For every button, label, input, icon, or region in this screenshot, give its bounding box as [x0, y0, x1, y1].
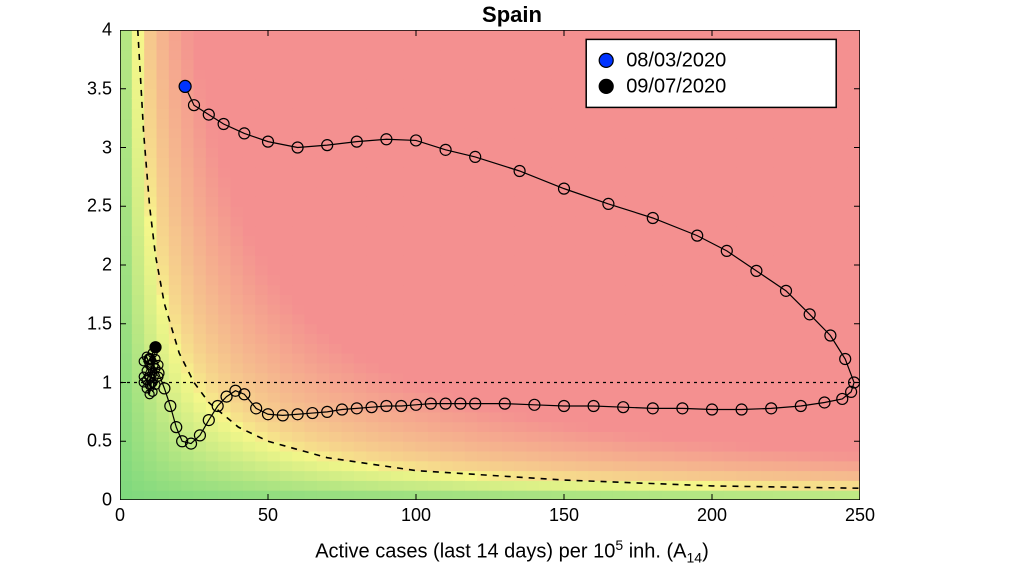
- x-axis-label: Active cases (last 14 days) per 105 inh.…: [0, 537, 1024, 566]
- chart-container: Spain Mean empiric growth rate last 7 da…: [0, 0, 1024, 576]
- y-tick-label: 0.5: [62, 431, 112, 452]
- y-tick-label: 4: [62, 20, 112, 41]
- x-tick-label: 150: [549, 505, 579, 526]
- chart-title: Spain: [0, 2, 1024, 28]
- plot-area: 08/03/2020 09/07/2020: [120, 30, 860, 500]
- end-point: [151, 342, 161, 352]
- y-tick-label: 3.5: [62, 78, 112, 99]
- x-tick-label: 50: [258, 505, 278, 526]
- x-tick-label: 100: [401, 505, 431, 526]
- svg-text:08/03/2020: 08/03/2020: [626, 49, 726, 71]
- y-tick-label: 1.5: [62, 313, 112, 334]
- x-tick-label: 200: [697, 505, 727, 526]
- y-tick-label: 3: [62, 137, 112, 158]
- start-point: [179, 80, 191, 92]
- y-tick-label: 2: [62, 255, 112, 276]
- x-tick-label: 250: [845, 505, 875, 526]
- y-tick-label: 2.5: [62, 196, 112, 217]
- y-tick-label: 0: [62, 490, 112, 511]
- svg-text:09/07/2020: 09/07/2020: [626, 75, 726, 97]
- y-tick-label: 1: [62, 372, 112, 393]
- x-tick-label: 0: [115, 505, 125, 526]
